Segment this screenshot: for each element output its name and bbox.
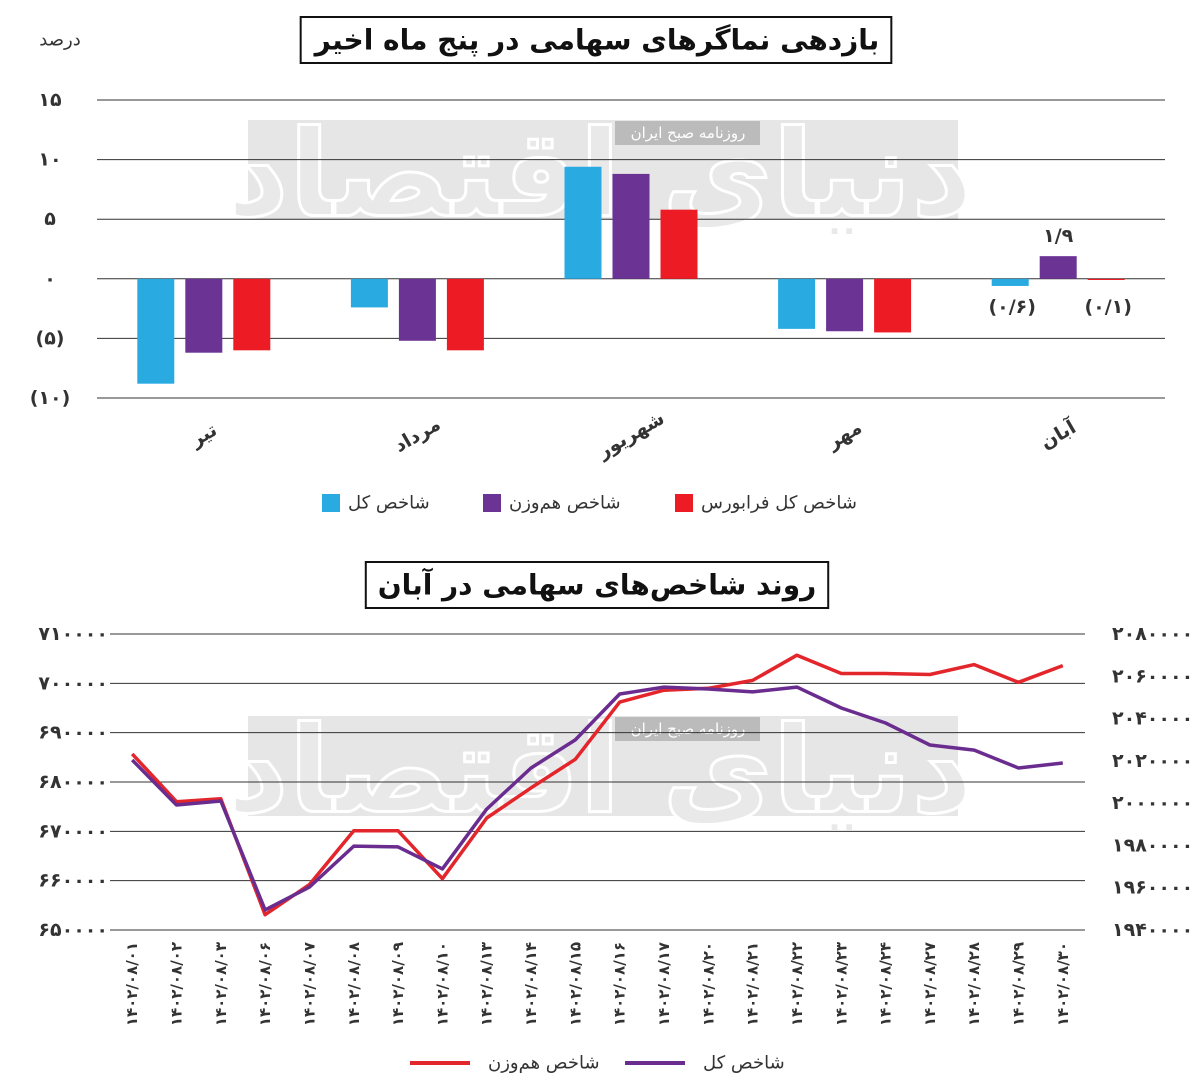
watermark-tag xyxy=(615,717,760,741)
chart-title: روند شاخص‌های سهامی در آبان xyxy=(378,568,816,602)
y2-tick-label: ۲۰۶۰۰۰۰ xyxy=(1112,665,1193,687)
watermark-tag xyxy=(615,121,760,145)
x-tick-label: ۱۴۰۲/۰۸/۰۹ xyxy=(389,942,407,1026)
x-tick-label: ۱۴۰۲/۰۸/۰۸ xyxy=(345,942,363,1026)
bar xyxy=(350,278,388,308)
x-tick-label: ۱۴۰۲/۰۸/۲۷ xyxy=(921,942,939,1026)
y-tick-label: ۷۱۰۰۰۰ xyxy=(38,623,108,645)
y-tick-label: ۶۵۰۰۰۰ xyxy=(38,919,108,941)
y2-tick-label: ۲۰۲۰۰۰۰ xyxy=(1112,750,1193,772)
bar xyxy=(826,278,864,332)
y-tick-label: ۱۰ xyxy=(38,149,61,171)
legend-label: شاخص کل xyxy=(348,493,430,514)
x-tick-label: ۱۴۰۲/۰۸/۰۷ xyxy=(300,942,318,1026)
x-tick-label: تیر xyxy=(186,419,221,452)
bar xyxy=(564,166,602,279)
x-tick-label: مرداد xyxy=(390,413,444,457)
x-tick-label: ۱۴۰۲/۰۸/۲۱ xyxy=(744,942,762,1026)
y-tick-label: ۵ xyxy=(44,208,56,230)
x-tick-label: شهریور xyxy=(593,407,668,463)
legend-label: شاخص هم‌وزن xyxy=(509,493,621,514)
y-tick-label: ۶۶۰۰۰۰ xyxy=(38,870,108,892)
x-tick-label: ۱۴۰۲/۰۸/۲۹ xyxy=(1010,942,1028,1026)
chart-title: بازدهی نماگرهای سهامی در پنج ماه اخیر xyxy=(313,24,880,57)
y-tick-label: ۶۹۰۰۰۰ xyxy=(38,722,108,744)
title-frame xyxy=(299,16,893,64)
y2-tick-label: ۲۰۴۰۰۰۰ xyxy=(1112,708,1193,730)
x-tick-label: ۱۴۰۲/۰۸/۱۶ xyxy=(611,942,629,1026)
y-tick-label: (۱۰) xyxy=(30,387,71,409)
y2-tick-label: ۱۹۸۰۰۰۰ xyxy=(1112,834,1193,856)
x-tick-label: ۱۴۰۲/۰۸/۱۷ xyxy=(655,942,673,1026)
bar xyxy=(612,173,650,279)
y2-tick-label: ۲۰۰۰۰۰۰ xyxy=(1112,792,1193,814)
y-axis-label: درصد xyxy=(39,30,80,51)
title-box: بازدهی نماگرهای سهامی در پنج ماه اخیر xyxy=(299,16,893,64)
x-tick-label: ۱۴۰۲/۰۸/۱۵ xyxy=(566,942,584,1026)
y2-tick-label: ۲۰۸۰۰۰۰ xyxy=(1112,623,1193,645)
bar xyxy=(185,278,223,353)
bar xyxy=(1087,278,1125,280)
x-tick-label: ۱۴۰۲/۰۸/۲۲ xyxy=(788,942,806,1026)
bar xyxy=(660,209,698,279)
y2-tick-label: ۱۹۶۰۰۰۰ xyxy=(1112,877,1193,899)
watermark-subtitle: روزنامه صبح ایران xyxy=(631,124,746,142)
bar xyxy=(233,278,271,351)
bar xyxy=(398,278,436,341)
bar xyxy=(991,278,1029,286)
title-box: روند شاخص‌های سهامی در آبان xyxy=(364,561,830,609)
x-tick-label: ۱۴۰۲/۰۸/۰۲ xyxy=(167,942,185,1026)
x-tick-label: آبان xyxy=(1036,414,1080,454)
legend-swatch xyxy=(675,494,693,512)
watermark-subtitle: روزنامه صبح ایران xyxy=(631,720,746,738)
x-tick-label: ۱۴۰۲/۰۸/۱۰ xyxy=(433,942,451,1026)
value-label: (۰/۶) xyxy=(988,296,1036,318)
y2-tick-label: ۱۹۴۰۰۰۰ xyxy=(1112,919,1193,941)
x-tick-label: ۱۴۰۲/۰۸/۲۸ xyxy=(965,942,983,1026)
value-label: ۱/۹ xyxy=(1043,225,1074,247)
legend-label: شاخص کل فرابورس xyxy=(701,493,857,514)
x-tick-label: ۱۴۰۲/۰۸/۱۳ xyxy=(478,942,496,1026)
line-series xyxy=(130,685,1063,912)
x-tick-label: ۱۴۰۲/۰۸/۲۳ xyxy=(832,942,850,1026)
x-tick-label: ۱۴۰۲/۰۸/۳۰ xyxy=(1054,942,1072,1026)
x-tick-label: ۱۴۰۲/۰۸/۲۰ xyxy=(699,942,717,1026)
x-tick-label: ۱۴۰۲/۰۸/۲۴ xyxy=(877,942,895,1026)
title-frame xyxy=(364,561,830,609)
y-tick-label: ۶۷۰۰۰۰ xyxy=(38,820,108,842)
bar xyxy=(778,278,816,329)
legend-label: شاخص کل xyxy=(703,1053,785,1074)
bar xyxy=(1039,256,1077,279)
x-tick-label: ۱۴۰۲/۰۸/۱۴ xyxy=(522,942,540,1026)
y-tick-label: ۷۰۰۰۰۰ xyxy=(38,672,108,694)
y-tick-label: ۰ xyxy=(44,268,56,290)
x-tick-label: ۱۴۰۲/۰۸/۰۳ xyxy=(212,942,230,1026)
value-label: (۰/۱) xyxy=(1084,296,1132,318)
watermark-title: دنیای اقتصاد xyxy=(227,702,973,841)
x-tick-label: ۱۴۰۲/۰۸/۰۱ xyxy=(123,942,141,1026)
y-tick-label: ۱۵ xyxy=(38,89,62,111)
y-tick-label: ۶۸۰۰۰۰ xyxy=(38,771,108,793)
y-tick-label: (۵) xyxy=(36,327,65,349)
x-tick-label: مهر xyxy=(823,416,866,454)
bar xyxy=(137,278,175,384)
legend-swatch xyxy=(322,494,340,512)
watermark-band xyxy=(248,120,958,220)
bar xyxy=(446,278,484,351)
legend-swatch xyxy=(483,494,501,512)
bar xyxy=(874,278,912,333)
x-tick-label: ۱۴۰۲/۰۸/۰۶ xyxy=(256,942,274,1026)
legend-label: شاخص هم‌وزن xyxy=(488,1053,600,1074)
